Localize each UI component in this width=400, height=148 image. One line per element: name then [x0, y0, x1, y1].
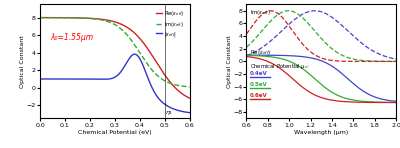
- Text: $\eta_1$: $\eta_1$: [165, 109, 174, 117]
- Y-axis label: Optical Constant: Optical Constant: [227, 35, 232, 88]
- Text: 0.4eV: 0.4eV: [250, 71, 267, 76]
- Text: 0.6eV: 0.6eV: [250, 93, 267, 98]
- Text: λ₀=1.55μm: λ₀=1.55μm: [50, 33, 93, 41]
- Text: Chemical Potential $\mu_c$:: Chemical Potential $\mu_c$:: [250, 62, 309, 71]
- Text: Re($\varepsilon_{eff}$): Re($\varepsilon_{eff}$): [250, 48, 271, 57]
- Text: Im($\varepsilon_{eff}$): Im($\varepsilon_{eff}$): [250, 8, 270, 17]
- Y-axis label: Optical Constant: Optical Constant: [20, 35, 25, 88]
- X-axis label: Wavelength (μm): Wavelength (μm): [294, 130, 348, 135]
- X-axis label: Chemical Potential (eV): Chemical Potential (eV): [78, 130, 152, 135]
- Text: 0.5eV: 0.5eV: [250, 82, 267, 87]
- Legend: Re($\varepsilon_{eff}$), Im($\varepsilon_{eff}$), |$\varepsilon_{eff}$|: Re($\varepsilon_{eff}$), Im($\varepsilon…: [154, 7, 187, 41]
